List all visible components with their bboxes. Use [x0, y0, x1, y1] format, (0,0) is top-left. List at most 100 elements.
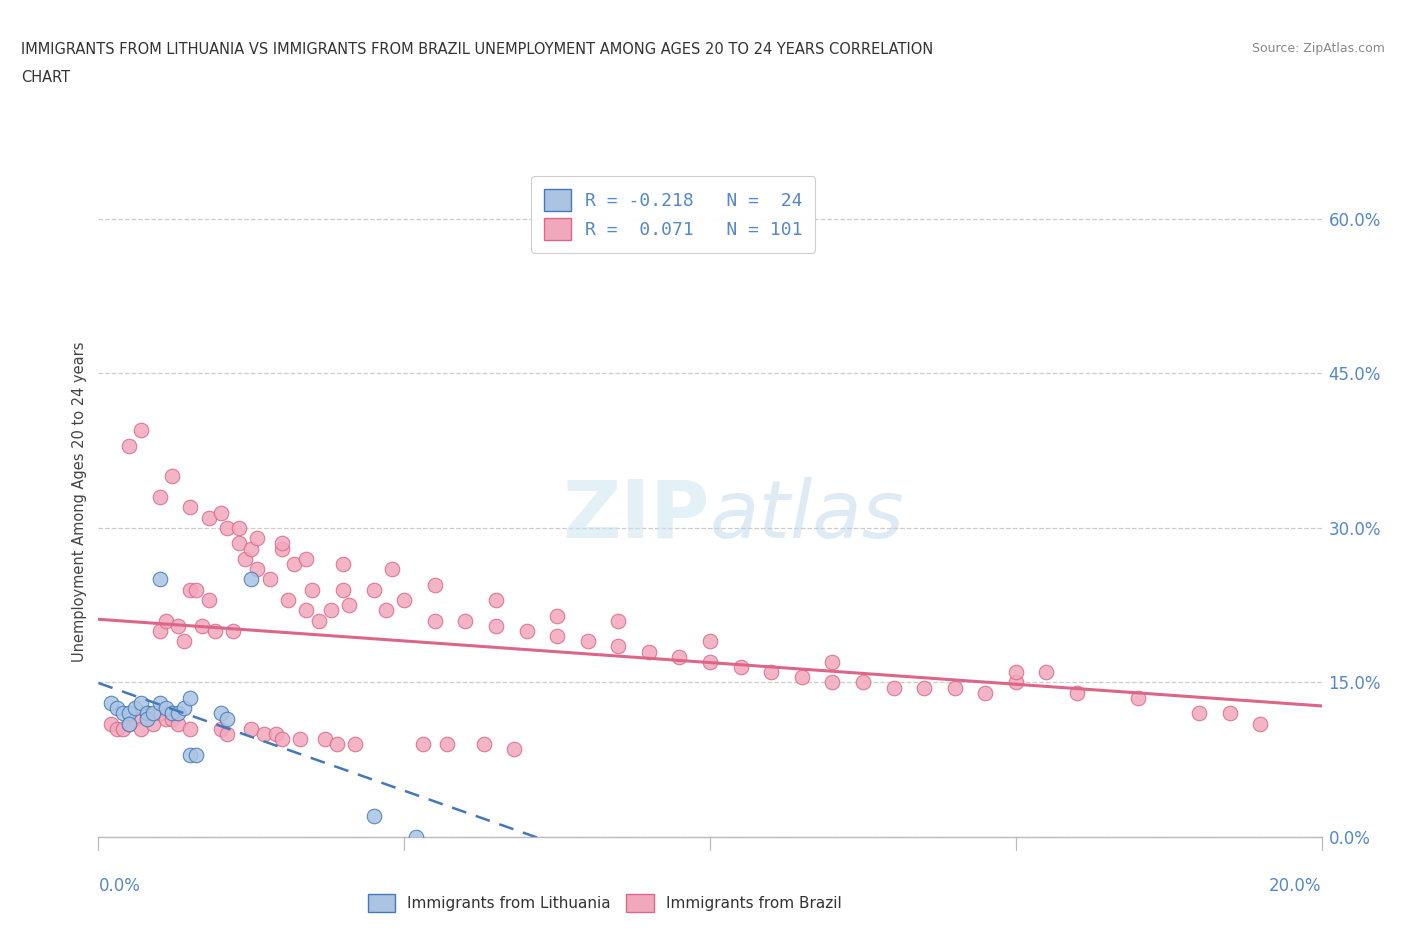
Point — [485, 592, 508, 607]
Point — [503, 742, 526, 757]
Point — [516, 623, 538, 638]
Point — [883, 680, 905, 695]
Point — [105, 722, 128, 737]
Point — [186, 747, 208, 762]
Point — [124, 711, 146, 726]
Point — [149, 696, 172, 711]
Text: ZIP: ZIP — [562, 476, 710, 554]
Point — [240, 722, 263, 737]
Point — [179, 722, 201, 737]
Point — [149, 623, 172, 638]
Point — [423, 578, 446, 592]
Point — [197, 511, 219, 525]
Point — [1004, 675, 1026, 690]
Point — [295, 603, 318, 618]
Point — [1250, 716, 1272, 731]
Point — [160, 706, 183, 721]
Point — [668, 649, 690, 664]
Point — [228, 521, 250, 536]
Text: IMMIGRANTS FROM LITHUANIA VS IMMIGRANTS FROM BRAZIL UNEMPLOYMENT AMONG AGES 20 T: IMMIGRANTS FROM LITHUANIA VS IMMIGRANTS … — [21, 42, 934, 57]
Point — [136, 706, 159, 721]
Point — [240, 541, 263, 556]
Point — [204, 623, 226, 638]
Text: atlas: atlas — [710, 476, 905, 554]
Point — [546, 608, 568, 623]
Point — [240, 572, 263, 587]
Point — [111, 706, 134, 721]
Point — [264, 726, 287, 741]
Point — [436, 737, 458, 751]
Point — [259, 572, 281, 587]
Point — [105, 701, 128, 716]
Point — [1066, 685, 1088, 700]
Point — [546, 629, 568, 644]
Point — [270, 732, 294, 747]
Point — [821, 675, 844, 690]
Legend: Immigrants from Lithuania, Immigrants from Brazil: Immigrants from Lithuania, Immigrants fr… — [361, 888, 848, 918]
Point — [943, 680, 966, 695]
Legend: R = -0.218   N =  24, R =  0.071   N = 101: R = -0.218 N = 24, R = 0.071 N = 101 — [531, 177, 815, 253]
Point — [423, 613, 446, 628]
Point — [142, 716, 165, 731]
Point — [699, 634, 721, 649]
Point — [155, 701, 177, 716]
Point — [1035, 665, 1057, 680]
Point — [100, 696, 122, 711]
Point — [485, 618, 508, 633]
Point — [149, 706, 172, 721]
Point — [290, 732, 312, 747]
Point — [160, 711, 183, 726]
Point — [197, 592, 219, 607]
Point — [155, 613, 177, 628]
Point — [149, 489, 172, 504]
Point — [191, 618, 214, 633]
Point — [167, 716, 190, 731]
Point — [160, 469, 183, 484]
Point — [1128, 690, 1150, 705]
Text: 20.0%: 20.0% — [1270, 877, 1322, 896]
Point — [730, 659, 752, 674]
Point — [246, 531, 269, 546]
Point — [472, 737, 495, 751]
Point — [215, 726, 238, 741]
Point — [129, 722, 152, 737]
Point — [179, 690, 201, 705]
Point — [374, 603, 396, 618]
Point — [129, 696, 152, 711]
Point — [179, 582, 201, 597]
Point — [179, 500, 201, 515]
Point — [111, 722, 134, 737]
Point — [332, 556, 354, 571]
Point — [155, 711, 177, 726]
Point — [301, 582, 323, 597]
Point — [215, 711, 238, 726]
Point — [454, 613, 477, 628]
Point — [319, 603, 342, 618]
Text: 0.0%: 0.0% — [98, 877, 141, 896]
Point — [167, 618, 190, 633]
Point — [136, 706, 159, 721]
Point — [215, 521, 238, 536]
Point — [118, 716, 141, 731]
Point — [337, 598, 360, 613]
Point — [129, 422, 152, 437]
Text: Source: ZipAtlas.com: Source: ZipAtlas.com — [1251, 42, 1385, 55]
Point — [228, 536, 250, 551]
Point — [136, 711, 159, 726]
Point — [974, 685, 997, 700]
Point — [1004, 665, 1026, 680]
Point — [179, 747, 201, 762]
Point — [363, 582, 385, 597]
Point — [209, 505, 232, 520]
Point — [149, 572, 172, 587]
Point — [638, 644, 661, 659]
Point — [912, 680, 935, 695]
Point — [344, 737, 367, 751]
Point — [277, 592, 299, 607]
Point — [209, 706, 232, 721]
Point — [326, 737, 349, 751]
Point — [270, 541, 294, 556]
Point — [332, 582, 354, 597]
Point — [607, 639, 630, 654]
Point — [607, 613, 630, 628]
